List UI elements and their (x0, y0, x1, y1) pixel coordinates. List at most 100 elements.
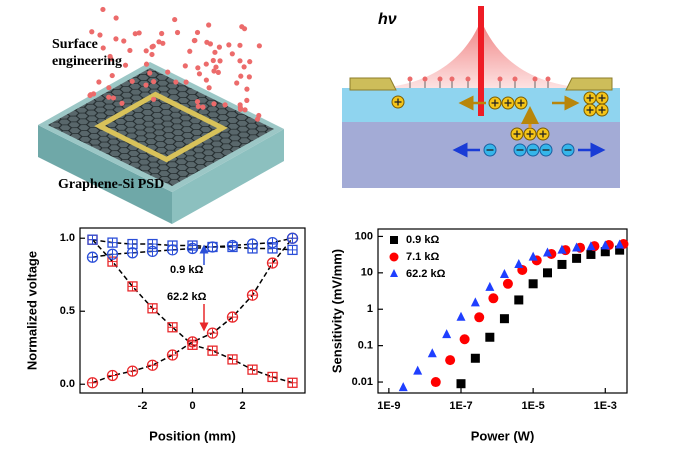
molecule (129, 78, 135, 84)
molecule (182, 63, 188, 69)
molecule (256, 43, 262, 49)
molecule (174, 29, 181, 36)
marker-shape (389, 252, 399, 262)
molecule (211, 68, 217, 74)
molecule (497, 76, 503, 82)
molecule (449, 76, 455, 82)
molecule (216, 44, 222, 50)
marker-shape (413, 365, 423, 375)
marker-shape (126, 247, 139, 259)
molecule (211, 101, 217, 107)
marker-shape (502, 278, 513, 289)
marker-shape (442, 329, 452, 339)
marker-shape (470, 353, 480, 363)
molecule (512, 76, 518, 82)
marker (286, 232, 299, 244)
molecule (97, 32, 103, 38)
marker (226, 239, 239, 252)
x-tick-label: 2 (239, 400, 245, 412)
molecule (195, 65, 201, 71)
surface-molecules (407, 76, 551, 88)
substrate (342, 122, 620, 188)
molecule (113, 15, 119, 21)
marker (502, 278, 513, 289)
marker (247, 364, 258, 375)
molecule (215, 69, 221, 76)
molecule (121, 38, 127, 44)
marker (456, 379, 466, 389)
marker (389, 252, 399, 262)
molecule (203, 61, 209, 67)
marker (528, 279, 538, 289)
x-tick-label: 1E-3 (594, 400, 617, 412)
marker (106, 369, 119, 382)
molecule (122, 62, 129, 68)
marker-shape (246, 238, 259, 250)
molecule (136, 30, 142, 36)
molecule (465, 76, 471, 82)
marker-shape (499, 314, 509, 324)
molecule (226, 42, 232, 48)
marker (586, 249, 596, 259)
molecule (151, 79, 157, 85)
marker (572, 253, 582, 263)
marker-shape (246, 289, 259, 301)
molecule (242, 107, 248, 113)
marker (615, 245, 625, 255)
molecule (159, 30, 165, 37)
marker (459, 334, 470, 345)
marker (246, 238, 259, 250)
marker (528, 251, 538, 261)
marker-shape (266, 236, 279, 249)
marker-shape (106, 369, 119, 382)
y-tick-label: 0.5 (60, 305, 75, 317)
marker (615, 239, 625, 249)
molecule (149, 44, 155, 50)
molecule (237, 102, 243, 108)
marker (542, 247, 552, 257)
legend-label: 7.1 kΩ (406, 251, 439, 263)
molecule (165, 69, 171, 75)
label: Surface (52, 37, 98, 52)
marker-shape (528, 251, 538, 261)
marker (266, 257, 279, 269)
marker-shape (488, 293, 499, 304)
marker (267, 371, 278, 383)
molecule (237, 58, 243, 64)
molecule (110, 95, 117, 101)
electrode-frame (94, 91, 228, 163)
series-line (91, 239, 293, 384)
molecule (173, 79, 179, 85)
slab-side (172, 129, 284, 224)
x-tick-label: 1E-9 (377, 400, 400, 412)
molecule (143, 82, 149, 88)
marker (474, 312, 485, 323)
marker-shape (586, 241, 596, 251)
marker (166, 349, 179, 361)
molecule (149, 51, 155, 58)
marker-shape (600, 240, 610, 250)
molecule (143, 48, 149, 54)
molecule (132, 31, 138, 37)
marker-shape (528, 279, 538, 289)
marker-shape (557, 259, 567, 269)
marker (600, 247, 610, 257)
marker-shape (146, 245, 159, 258)
x-axis-title: Position (mm) (149, 428, 236, 443)
marker-shape (456, 379, 466, 389)
molecule (229, 51, 235, 57)
marker-shape (485, 281, 495, 291)
molecule (187, 48, 193, 54)
charges (391, 91, 609, 157)
label: hν (378, 11, 397, 28)
graphene (48, 68, 274, 186)
molecule (100, 6, 106, 13)
marker (557, 259, 567, 269)
marker-shape (499, 268, 509, 278)
molecule (407, 76, 413, 82)
marker-shape (166, 244, 179, 256)
molecule (545, 76, 551, 82)
marker-shape (86, 377, 99, 389)
marker-shape (572, 253, 582, 263)
molecule (119, 100, 125, 106)
